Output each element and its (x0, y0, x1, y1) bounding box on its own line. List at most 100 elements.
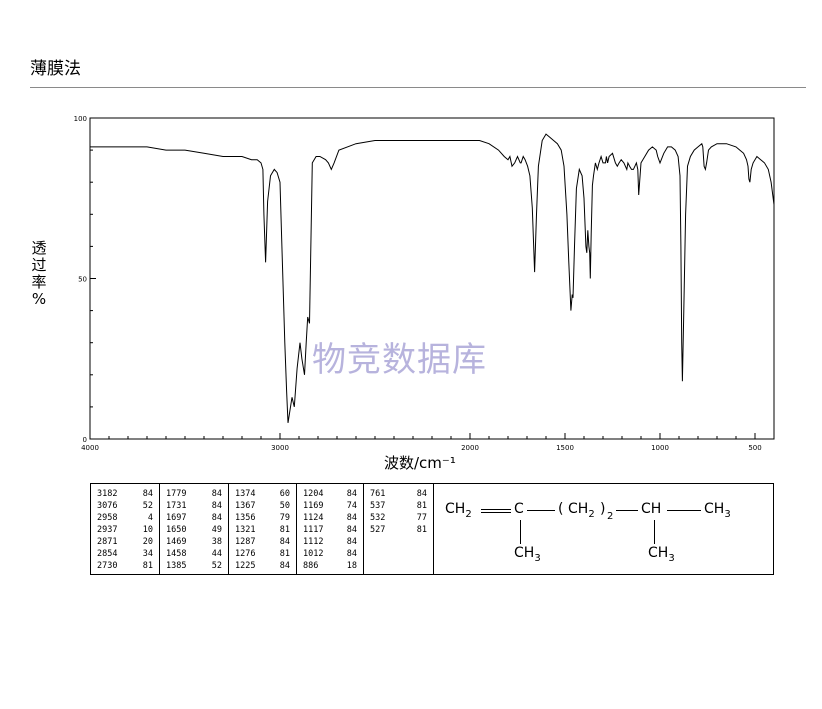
x-tick-label: 1000 (651, 444, 669, 452)
peak-row: 2937 10 (91, 524, 159, 536)
y-axis-label-char: % (31, 290, 47, 308)
peak-wavenumber: 1650 (166, 525, 187, 535)
peak-row: 1367 50 (229, 500, 296, 512)
y-tick-label: 50 (78, 276, 87, 284)
peak-row: 1731 84 (160, 500, 228, 512)
single-bond-line (667, 510, 701, 511)
peak-column: 761 84 537 81 532 77 527 81 (364, 484, 434, 574)
peak-wavenumber: 1117 (303, 525, 324, 535)
formula-open-paren: ( (558, 501, 564, 517)
peak-wavenumber: 1374 (235, 489, 256, 499)
peak-transmittance: 38 (211, 537, 222, 547)
peak-wavenumber: 3182 (97, 489, 118, 499)
peak-transmittance: 81 (279, 549, 290, 559)
peak-wavenumber: 2958 (97, 513, 118, 523)
x-tick-label: 1500 (556, 444, 574, 452)
peak-row: 1124 84 (297, 512, 363, 524)
peak-wavenumber: 1731 (166, 501, 187, 511)
peak-wavenumber: 1779 (166, 489, 187, 499)
double-bond-line (481, 512, 511, 513)
x-tick-label: 4000 (81, 444, 99, 452)
formula-ch: CH (641, 501, 662, 517)
peak-row: 1012 84 (297, 548, 363, 560)
formula-ch3-bottom: CH3 (648, 545, 675, 564)
peak-row: 761 84 (364, 488, 433, 500)
vertical-bond-line (520, 520, 521, 544)
y-tick-labels: 0 50 100 (74, 115, 87, 444)
peak-wavenumber: 761 (370, 489, 386, 499)
peak-transmittance: 34 (142, 549, 153, 559)
peak-row: 537 81 (364, 500, 433, 512)
peak-wavenumber: 532 (370, 513, 386, 523)
x-tick-label: 2000 (461, 444, 479, 452)
peak-transmittance: 84 (279, 537, 290, 547)
peak-transmittance: 81 (416, 501, 427, 511)
vertical-bond-line (654, 520, 655, 544)
y-axis-label-char: 过 (31, 256, 47, 274)
peak-row: 1287 84 (229, 536, 296, 548)
peak-transmittance: 18 (346, 561, 357, 571)
page-title: 薄膜法 (30, 59, 81, 79)
peak-row: 2730 81 (91, 560, 159, 572)
axis-ticks (89, 117, 775, 440)
peak-transmittance: 60 (279, 489, 290, 499)
peak-transmittance: 84 (211, 489, 222, 499)
y-axis-label-char: 率 (31, 273, 47, 291)
x-axis-label: 波数/cm⁻¹ (384, 454, 456, 472)
peak-transmittance: 74 (346, 501, 357, 511)
peak-column: 3182 84 3076 52 2958 4 2937 10 2871 20 2854 34 2730 8… (91, 484, 160, 574)
peak-wavenumber: 1321 (235, 525, 256, 535)
y-axis-label-char: 透 (31, 239, 47, 257)
y-axis-label: 透 过 率 % (30, 240, 48, 308)
peak-wavenumber: 2730 (97, 561, 118, 571)
watermark: 物竞数据库 (312, 340, 487, 380)
peak-wavenumber: 1385 (166, 561, 187, 571)
single-bond-line (616, 510, 638, 511)
peak-wavenumber: 1367 (235, 501, 256, 511)
peak-transmittance: 10 (142, 525, 153, 535)
formula-close-paren: ) (600, 501, 606, 517)
peak-row: 527 81 (364, 524, 433, 536)
peak-transmittance: 20 (142, 537, 153, 547)
peak-wavenumber: 1169 (303, 501, 324, 511)
plot-frame (89, 117, 775, 440)
peak-wavenumber: 1124 (303, 513, 324, 523)
peak-transmittance: 79 (279, 513, 290, 523)
peak-row: 1458 44 (160, 548, 228, 560)
peak-wavenumber: 1356 (235, 513, 256, 523)
peak-column: 1204 84 1169 74 1124 84 1117 84 1112 84 1012 84 886 1… (297, 484, 364, 574)
peak-row: 1225 84 (229, 560, 296, 572)
title-divider (30, 87, 806, 88)
peak-wavenumber: 1276 (235, 549, 256, 559)
y-tick-label: 0 (83, 436, 87, 444)
x-tick-labels: 4000 3000 2000 1500 1000 500 (81, 444, 762, 452)
peak-row: 532 77 (364, 512, 433, 524)
peak-table: 3182 84 3076 52 2958 4 2937 10 2871 20 2854 34 2730 8… (90, 483, 774, 575)
peak-transmittance: 77 (416, 513, 427, 523)
peak-column: 1779 84 1731 84 1697 84 1650 49 1469 38 1458 44 1385… (160, 484, 229, 574)
peak-row: 3182 84 (91, 488, 159, 500)
double-bond-line (481, 509, 511, 510)
peak-row: 1385 52 (160, 560, 228, 572)
x-tick-label: 3000 (271, 444, 289, 452)
structure-formula: CH2 C ( CH2 ) 2 CH CH3 CH3 CH3 (434, 484, 774, 574)
peak-wavenumber: 1287 (235, 537, 256, 547)
peak-transmittance: 84 (346, 525, 357, 535)
peak-transmittance: 84 (279, 561, 290, 571)
peak-row: 2854 34 (91, 548, 159, 560)
peak-wavenumber: 2871 (97, 537, 118, 547)
peak-row: 1204 84 (297, 488, 363, 500)
peak-wavenumber: 1204 (303, 489, 324, 499)
peak-row: 1697 84 (160, 512, 228, 524)
peak-wavenumber: 527 (370, 525, 386, 535)
peak-transmittance: 84 (416, 489, 427, 499)
peak-transmittance: 49 (211, 525, 222, 535)
x-tick-label: 500 (748, 444, 761, 452)
peak-row: 1374 60 (229, 488, 296, 500)
peak-transmittance: 81 (416, 525, 427, 535)
peak-row: 1321 81 (229, 524, 296, 536)
peak-wavenumber: 2854 (97, 549, 118, 559)
peak-row: 1650 49 (160, 524, 228, 536)
peak-row: 886 18 (297, 560, 363, 572)
peak-transmittance: 84 (142, 489, 153, 499)
